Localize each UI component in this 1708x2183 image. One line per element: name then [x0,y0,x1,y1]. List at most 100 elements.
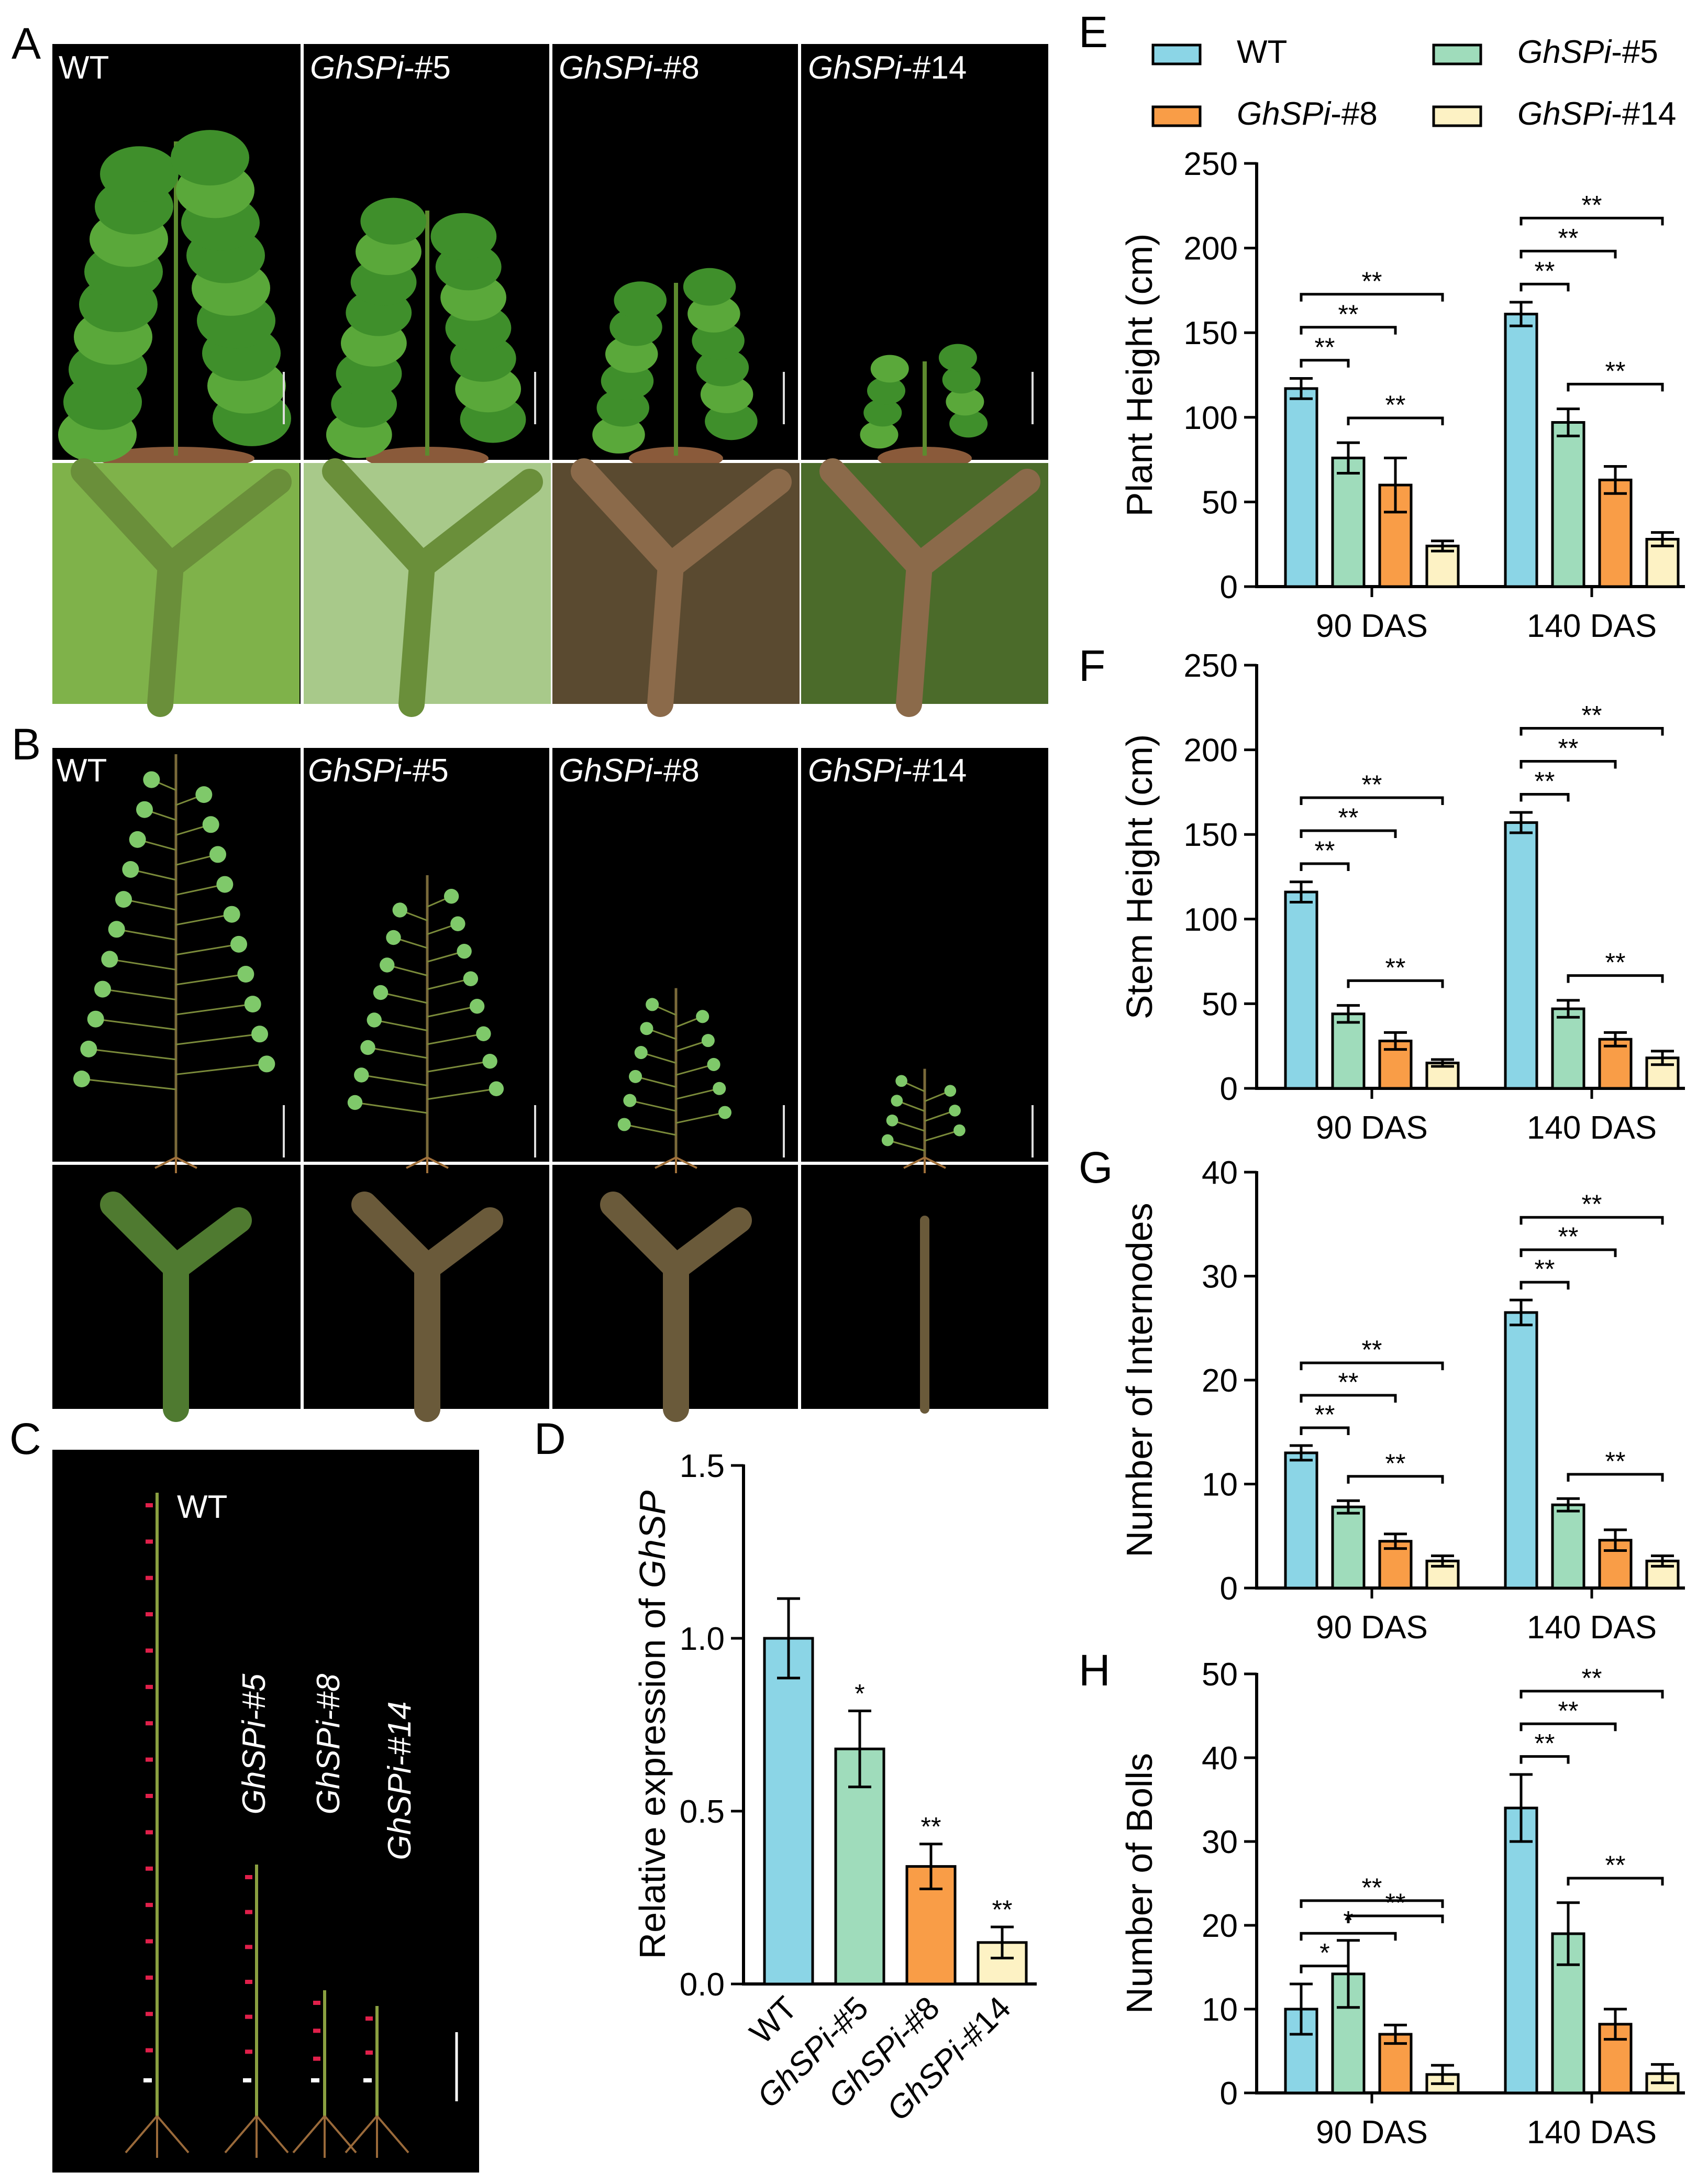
branch [675,1111,725,1124]
panel-b-label-ghspi14: GhSPi-#14 [808,753,967,789]
bar [1284,387,1318,588]
node-marker [146,1903,153,1908]
significance-label: ** [1315,836,1335,865]
y-axis-title-italic: GhSP [632,1490,673,1588]
branch [675,1087,720,1100]
significance-label: ** [1338,803,1359,832]
panel-b-label-ghspi5-suffix: -#5 [402,753,449,789]
significance-label: * [1319,1938,1329,1968]
roots [655,1156,697,1173]
legend-label: WT [1237,34,1287,70]
comparison-bracket [1520,1281,1570,1290]
panel-a-label-ghspi14-suffix: -#14 [902,50,967,86]
panel-f-letter: F [1079,641,1105,690]
comparison-bracket [1300,326,1397,335]
node-marker [146,1866,153,1871]
node-marker [146,1575,153,1580]
boll [195,786,213,803]
branch [427,1033,484,1045]
boll [640,1022,653,1035]
comparison-bracket [1520,1722,1617,1732]
boll [953,1124,966,1137]
boll [701,1034,715,1048]
significance-label: ** [1582,700,1602,730]
panel-c-plants [125,1493,409,2158]
significance-label: ** [1385,1449,1406,1478]
panel-a-label-ghspi5-suffix: -#5 [404,50,451,86]
roots [345,2115,409,2158]
boll [457,944,472,959]
y-tick-label: 0 [1220,569,1238,605]
boll [94,980,111,998]
boll [949,1105,961,1117]
x-tick-label: 90 DAS [1316,2114,1428,2151]
leaf [860,421,899,449]
photo-divider [52,1162,1048,1165]
boll [136,801,153,818]
y-tick-label: 200 [1184,733,1238,769]
comparison-bracket [1520,1216,1664,1225]
significance-label: ** [1315,1400,1335,1429]
y-tick-label: 30 [1202,1259,1238,1295]
branch [102,988,176,1001]
bar [1551,1503,1585,1590]
y-axis-title: Number of Internodes [1119,1203,1160,1557]
y-tick-label: 40 [1202,1740,1238,1777]
panel-a-label-ghspi14: GhSPi-#14 [808,50,967,86]
significance-label: * [855,1679,864,1708]
bar [1331,1505,1366,1590]
comparison-bracket [1520,760,1617,769]
y-axis-title: Relative expression of GhSP [632,1490,673,1959]
y-tick-label: 1.5 [680,1448,725,1484]
y-tick-label: 150 [1184,315,1238,351]
y-tick-label: 0.0 [680,1967,725,2003]
branch [88,1048,176,1061]
comparison-bracket [1300,359,1350,368]
closeup-stem [71,458,292,717]
photo-divider [301,748,304,1409]
bar [905,1865,957,1986]
panel-c-label-wt: WT [177,1489,227,1525]
y-tick-label: 250 [1184,648,1238,684]
y-tick-label: 250 [1184,146,1238,182]
boll [713,1082,726,1095]
panel-a-label-ghspi8: GhSPi-#8 [559,50,700,86]
x-tick-label: 140 DAS [1527,2114,1657,2151]
leaf [100,146,179,202]
significance-label: ** [1558,223,1579,252]
comparison-bracket [1300,293,1444,302]
leaf [949,410,988,438]
y-tick-label: 20 [1202,1363,1238,1399]
photo-divider [301,44,304,705]
node-marker [146,1648,153,1653]
legend-swatch [1432,105,1482,127]
boll [392,902,407,918]
comparison-bracket [1347,1475,1444,1484]
node-marker-white [311,2078,319,2082]
legend-label-italic: GhSPi [1517,34,1612,70]
panel-b-label-ghspi8: GhSPi-#8 [559,753,700,789]
y-tick-label: 100 [1184,902,1238,938]
legend-label: GhSPi-#5 [1517,34,1658,70]
bar [1284,1451,1318,1590]
significance-label: ** [1582,190,1602,219]
node-marker [146,1794,153,1798]
boll [360,1040,375,1055]
node-marker [245,1875,252,1879]
legend-label: GhSPi-#8 [1237,96,1378,132]
significance-label: ** [1558,1222,1579,1251]
x-tick-label: 140 DAS [1527,1110,1657,1146]
x-tick-label: 140 DAS [1527,1609,1657,1646]
bar [1504,1311,1538,1590]
panel-a-label-ghspi8-suffix: -#8 [652,50,700,86]
node-marker [313,2001,320,2005]
branch [123,898,176,911]
branch [427,1005,478,1018]
significance-label: ** [1605,1850,1626,1880]
leaf [942,366,981,394]
x-tick-label: 90 DAS [1316,608,1428,644]
boll [380,957,395,973]
boll [258,1055,275,1073]
boll [129,831,146,848]
comparison-bracket [1300,1394,1397,1403]
